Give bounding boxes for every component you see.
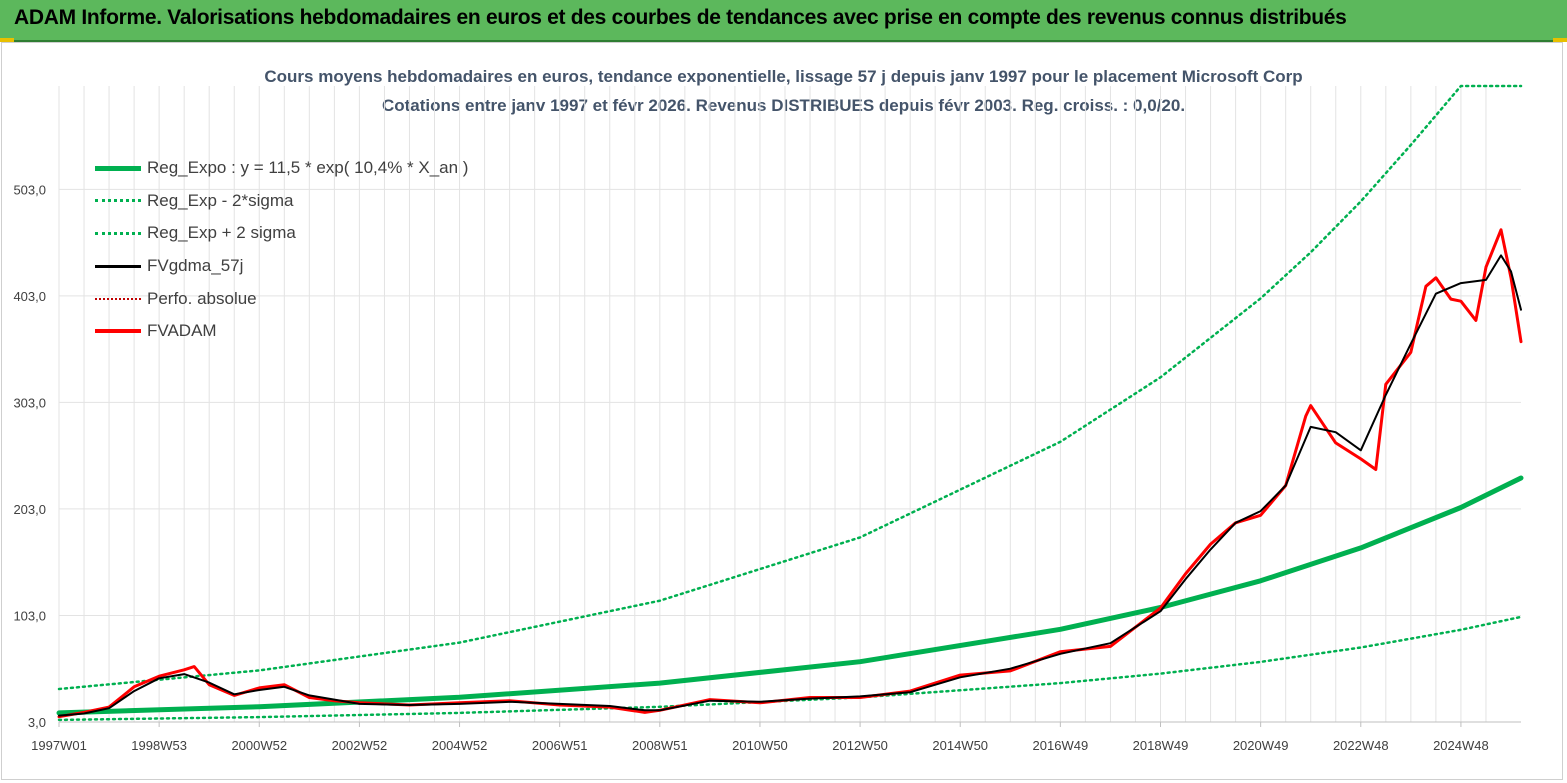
legend-swatch-fvadam (95, 329, 141, 334)
report-header: ADAM Informe. Valorisations hebdomadaire… (0, 0, 1567, 42)
chart-title-line-2: Cotations entre janv 1997 et févr 2026. … (381, 96, 1186, 115)
series-fvgdma-57j (58, 254, 1522, 717)
series-reg-plus-2sigma (57, 84, 1523, 691)
x-tick-label: 2022W48 (1333, 738, 1389, 753)
x-tick-label: 2016W49 (1033, 738, 1089, 753)
legend-label-fvadam: FVADAM (147, 321, 217, 341)
y-tick-label: 203,0 (13, 502, 46, 517)
chart-title-line-1: Cours moyens hebdomadaires en euros, ten… (264, 67, 1303, 86)
legend-item-reg-expo: Reg_Expo : y = 11,5 * exp( 10,4% * X_an … (95, 152, 468, 185)
chart-frame (1, 42, 1563, 780)
y-tick-label: 3,0 (28, 715, 46, 730)
x-tick-label: 2012W50 (832, 738, 888, 753)
x-tick-label: 2010W50 (732, 738, 788, 753)
legend-label-reg-minus: Reg_Exp - 2*sigma (147, 190, 294, 210)
legend-item-fvadam: FVADAM (95, 315, 468, 348)
legend-swatch-reg-expo (95, 165, 141, 171)
legend-label-fvgdma: FVgdma_57j (147, 256, 244, 276)
x-tick-label: 2008W51 (632, 738, 688, 753)
legend-swatch-reg-plus (95, 231, 141, 235)
legend-swatch-perfo (95, 297, 141, 300)
chart-legend: Reg_Expo : y = 11,5 * exp( 10,4% * X_an … (95, 152, 468, 348)
x-tick-label: 2018W49 (1133, 738, 1189, 753)
chart-title: Cours moyens hebdomadaires en euros, ten… (0, 62, 1567, 120)
legend-item-perfo: Perfo. absolue (95, 282, 468, 315)
series-reg-expo (56, 475, 1524, 716)
y-tick-label: 403,0 (13, 289, 46, 304)
x-tick-label: 2014W50 (932, 738, 988, 753)
series-reg-minus-2sigma (57, 615, 1523, 722)
legend-label-reg-plus: Reg_Exp + 2 sigma (147, 223, 296, 243)
legend-item-reg-plus: Reg_Exp + 2 sigma (95, 217, 468, 250)
x-tick-label: 2006W51 (532, 738, 588, 753)
corner-marker-right (1553, 38, 1567, 42)
legend-swatch-reg-minus (95, 199, 141, 203)
x-tick-label: 2020W49 (1233, 738, 1289, 753)
y-tick-label: 503,0 (13, 182, 46, 197)
x-tick-label: 1997W01 (31, 738, 87, 753)
legend-label-reg-expo: Reg_Expo : y = 11,5 * exp( 10,4% * X_an … (147, 158, 469, 178)
x-tick-label: 2002W52 (332, 738, 388, 753)
corner-marker-left (0, 38, 14, 42)
y-tick-label: 303,0 (13, 395, 46, 410)
legend-item-reg-minus: Reg_Exp - 2*sigma (95, 185, 468, 218)
report-title: ADAM Informe. Valorisations hebdomadaire… (14, 6, 1347, 29)
x-tick-label: 2024W48 (1433, 738, 1489, 753)
x-tick-label: 2004W52 (432, 738, 488, 753)
legend-label-perfo: Perfo. absolue (147, 288, 257, 308)
y-tick-label: 103,0 (13, 608, 46, 623)
x-tick-label: 2000W52 (231, 738, 287, 753)
legend-swatch-fvgdma (95, 264, 141, 268)
legend-item-fvgdma: FVgdma_57j (95, 250, 468, 283)
x-tick-label: 1998W53 (131, 738, 187, 753)
